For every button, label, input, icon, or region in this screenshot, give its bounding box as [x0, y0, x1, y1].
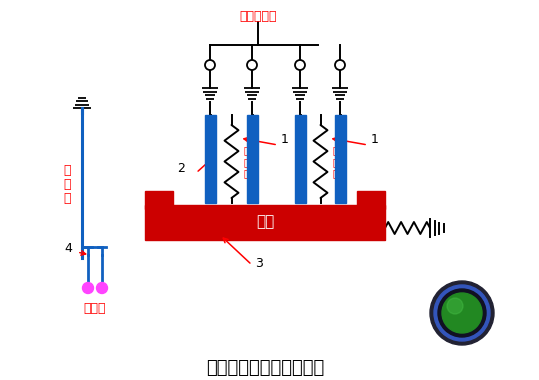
Bar: [357, 191, 385, 209]
Bar: [205, 115, 216, 203]
Circle shape: [205, 60, 215, 70]
Circle shape: [295, 60, 305, 70]
Circle shape: [247, 60, 257, 70]
Bar: [335, 115, 346, 203]
Circle shape: [442, 293, 482, 333]
Text: 接电机定子: 接电机定子: [239, 10, 277, 22]
Circle shape: [96, 282, 107, 293]
Circle shape: [430, 281, 494, 345]
Bar: [295, 115, 306, 203]
Circle shape: [82, 282, 93, 293]
Text: 热
元
件: 热 元 件: [244, 146, 250, 179]
Text: 接
电
源: 接 电 源: [63, 165, 71, 206]
Bar: [247, 115, 258, 203]
Text: 热
元
件: 热 元 件: [333, 146, 338, 179]
Text: 2: 2: [177, 162, 185, 175]
Circle shape: [434, 285, 490, 341]
Text: 3: 3: [255, 257, 263, 270]
Bar: [145, 205, 385, 240]
Bar: [145, 191, 173, 209]
Circle shape: [447, 298, 463, 314]
Text: 导板: 导板: [256, 214, 274, 230]
Text: 接电机: 接电机: [84, 302, 106, 315]
Text: 热继电器工作原理示意图: 热继电器工作原理示意图: [206, 359, 324, 377]
Text: 1: 1: [371, 133, 379, 146]
Circle shape: [335, 60, 345, 70]
Circle shape: [438, 289, 486, 337]
Text: 1: 1: [281, 133, 289, 146]
Text: 4: 4: [64, 242, 72, 255]
